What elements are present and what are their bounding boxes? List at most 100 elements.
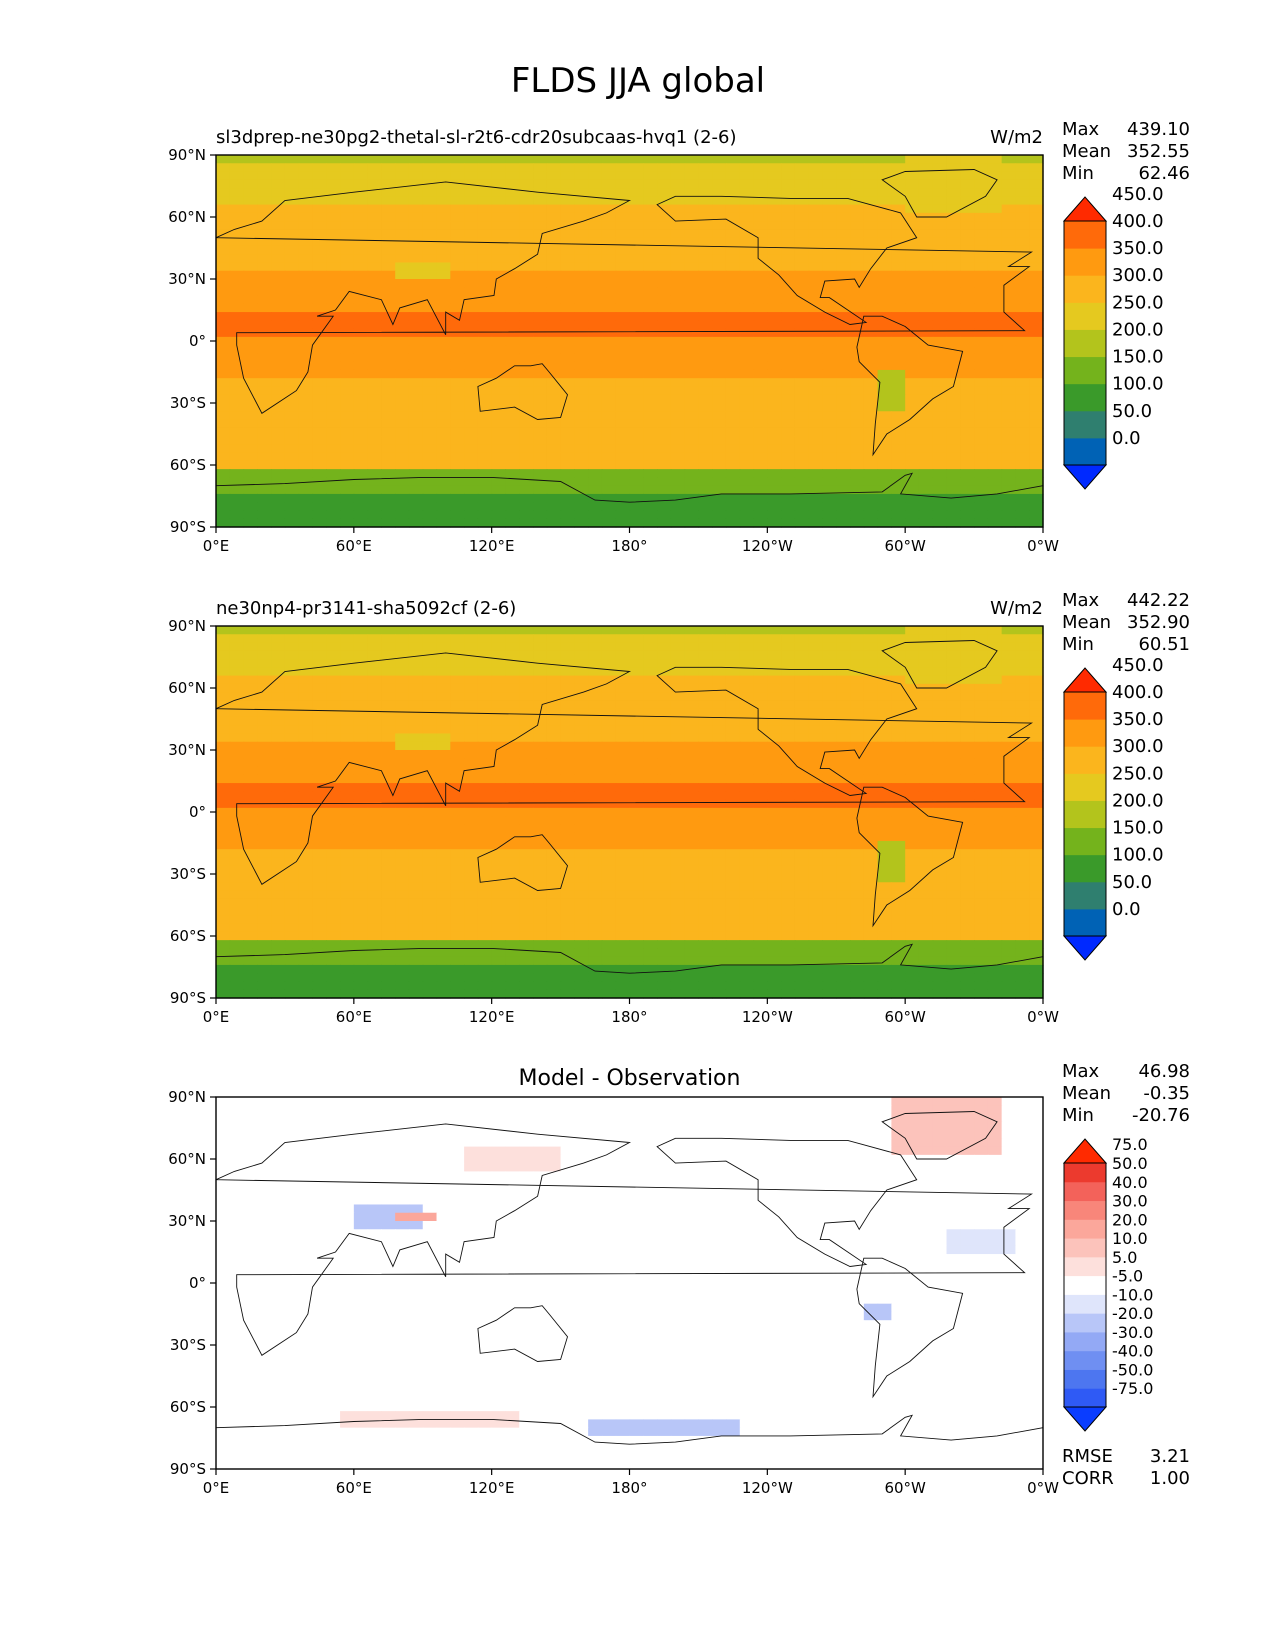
field-cell (643, 419, 658, 429)
field-cell (298, 411, 314, 421)
field-cell (395, 832, 410, 842)
field-cell (450, 518, 465, 528)
field-cell (891, 436, 906, 445)
field-cell (1029, 518, 1044, 528)
field-cell (863, 692, 879, 701)
field-cell (464, 840, 479, 850)
field-cell (987, 427, 1003, 437)
field-cell (767, 675, 782, 685)
field-cell (381, 452, 396, 462)
field-cell (491, 229, 507, 239)
field-cell (767, 832, 782, 842)
field-cell (767, 179, 782, 189)
field-cell (905, 832, 920, 842)
field-cell (629, 758, 644, 768)
field-cell (1001, 849, 1017, 859)
field-cell (574, 493, 589, 503)
field-cell (436, 303, 451, 313)
field-cell (753, 477, 768, 487)
field-cell (381, 312, 396, 321)
field-cell (1015, 791, 1030, 801)
field-cell (450, 155, 465, 164)
field-cell (519, 518, 534, 528)
field-cell (905, 874, 920, 883)
field-cell (367, 783, 382, 792)
field-cell (326, 840, 341, 850)
colorbar-segment (1064, 356, 1106, 385)
field-cell (850, 758, 865, 768)
field-cell (326, 758, 341, 768)
field-cell (822, 692, 837, 701)
field-cell (657, 708, 672, 718)
field-cell (588, 733, 603, 743)
field-cell (408, 477, 424, 487)
field-cell (216, 279, 231, 288)
field-cell (670, 865, 686, 875)
field-cell (340, 510, 355, 520)
field-cell (408, 179, 424, 189)
field-cell (491, 245, 507, 255)
field-cell (987, 353, 1003, 363)
field-cell (808, 799, 824, 809)
field-cell (560, 667, 575, 677)
field-cell (836, 683, 851, 693)
field-cell (450, 386, 465, 396)
field-cell (712, 221, 727, 230)
field-cell (905, 766, 920, 776)
field-cell (588, 774, 603, 784)
field-cell (974, 369, 989, 379)
field-cell (753, 865, 768, 875)
field-cell (243, 807, 258, 817)
field-cell (725, 212, 741, 222)
field-cell (739, 750, 755, 759)
field-cell (450, 758, 465, 768)
field-cell (863, 403, 879, 412)
field-cell (877, 700, 892, 710)
field-cell (546, 369, 562, 379)
field-cell (781, 634, 796, 644)
field-cell (850, 452, 865, 462)
field-cell (367, 675, 382, 685)
field-cell (533, 898, 548, 908)
field-cell (932, 774, 948, 784)
field-cell (753, 386, 768, 396)
field-cell (422, 262, 438, 272)
field-cell (974, 171, 989, 181)
field-cell (794, 237, 810, 247)
field-cell (657, 237, 672, 247)
field-cell (519, 179, 534, 189)
field-cell (422, 766, 438, 776)
field-cell (1015, 510, 1030, 520)
field-cell (891, 857, 906, 867)
field-cell (753, 642, 768, 652)
field-cell (863, 898, 879, 908)
field-cell (891, 659, 906, 668)
field-cell (891, 667, 906, 677)
field-cell (533, 502, 548, 512)
field-cell (298, 874, 314, 883)
field-cell (698, 369, 713, 379)
field-cell (987, 493, 1003, 503)
field-cell (284, 741, 300, 751)
field-cell (753, 378, 768, 388)
field-cell (257, 212, 272, 222)
field-cell (381, 659, 396, 668)
field-cell (574, 336, 589, 346)
field-cell (229, 783, 245, 792)
field-cell (767, 237, 782, 247)
field-cell (781, 650, 796, 660)
field-cell (739, 345, 755, 354)
field-cell (353, 444, 369, 454)
field-cell (560, 436, 575, 445)
field-cell (725, 287, 741, 297)
field-cell (712, 791, 727, 801)
field-cell (284, 188, 300, 197)
field-cell (1015, 700, 1030, 710)
field-cell (808, 741, 824, 751)
field-cell (367, 320, 382, 330)
field-cell (767, 716, 782, 726)
field-cell (850, 155, 865, 164)
field-cell (312, 469, 327, 478)
field-cell (960, 444, 975, 454)
field-cell (877, 750, 892, 759)
